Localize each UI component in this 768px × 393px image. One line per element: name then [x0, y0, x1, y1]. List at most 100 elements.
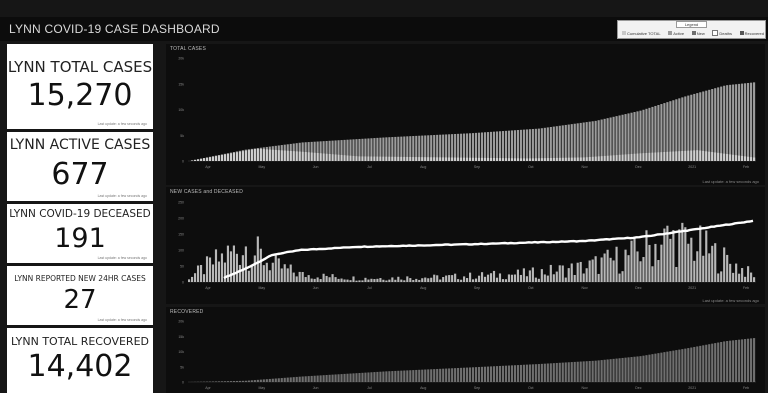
y-tick-label: 100	[178, 249, 184, 253]
bar	[331, 154, 334, 161]
bar	[421, 369, 424, 382]
bar	[217, 261, 221, 282]
bar	[271, 262, 274, 282]
legend-item-new[interactable]: New	[691, 31, 705, 36]
bar	[672, 151, 675, 161]
panel-footnote: Last update: a few seconds ago	[702, 298, 759, 303]
bar	[486, 132, 490, 161]
bar	[331, 374, 334, 382]
bar	[400, 279, 403, 282]
bar	[391, 371, 394, 382]
bar	[328, 374, 331, 382]
bar	[445, 368, 448, 382]
bar	[729, 340, 732, 382]
bar	[415, 369, 418, 382]
bar	[621, 114, 624, 161]
bar	[708, 89, 711, 161]
bar	[573, 123, 576, 161]
bar	[196, 265, 200, 282]
bar	[415, 157, 418, 161]
bar	[403, 136, 406, 161]
bar	[304, 376, 307, 382]
bar	[726, 85, 729, 161]
bar	[445, 275, 448, 282]
bar	[729, 263, 732, 282]
bar	[513, 158, 516, 161]
bar	[567, 157, 570, 161]
recovered-chart[interactable]: 0 5k 10k 15k 20k Apr May Jun Jul Aug Sep Oct Nov Dec 2…	[166, 307, 765, 393]
legend-item-cumulative[interactable]: Cumulative TOTAL	[622, 31, 661, 36]
bar	[385, 156, 388, 161]
bar	[193, 273, 197, 282]
bar	[543, 363, 546, 382]
legend-item-deaths[interactable]: Deaths	[712, 30, 732, 36]
bar	[223, 262, 227, 282]
bar	[307, 152, 310, 161]
bar	[657, 353, 660, 382]
bar	[280, 378, 283, 382]
bar	[451, 368, 454, 382]
bar	[439, 279, 442, 282]
bar	[421, 157, 424, 161]
bar	[666, 151, 669, 161]
bar	[358, 156, 361, 161]
bar	[385, 371, 388, 382]
bar	[343, 279, 346, 282]
bar	[621, 154, 624, 161]
bar	[492, 131, 496, 161]
bar	[301, 272, 304, 282]
bar	[486, 157, 490, 161]
bar	[433, 135, 436, 161]
legend-item-recovered[interactable]: Recovered	[739, 31, 764, 36]
bar	[609, 155, 612, 161]
legend-item-active[interactable]: Active	[668, 31, 684, 36]
bar	[576, 361, 579, 382]
bar	[546, 275, 549, 282]
bar	[621, 271, 624, 282]
new-cases-deceased-chart[interactable]: 0 50 100 150 200 250 Apr May Jun Jul Aug Sep Oct Nov D…	[166, 187, 765, 304]
bar	[400, 156, 403, 161]
bar	[370, 372, 373, 382]
bar	[483, 157, 487, 161]
bar	[753, 82, 756, 161]
bar	[516, 365, 519, 382]
bar	[534, 364, 537, 382]
x-tick-label: 2021	[688, 386, 696, 390]
bar	[289, 150, 292, 161]
bar	[564, 157, 567, 161]
x-tick-label: Jul	[367, 386, 372, 390]
bar	[582, 157, 585, 161]
bar	[663, 103, 666, 161]
bar	[199, 158, 203, 161]
bar	[717, 87, 720, 161]
total-cases-chart[interactable]: 0 5k 10k 15k 20k Apr May Jun Jul Aug Sep Oct Nov Dec 2…	[166, 44, 765, 185]
bar	[525, 276, 528, 282]
bar	[286, 377, 289, 382]
bar	[229, 251, 232, 282]
bar	[364, 138, 367, 161]
bar	[418, 135, 421, 161]
bar	[232, 152, 235, 161]
bar	[627, 113, 630, 161]
bar	[738, 273, 741, 282]
bar	[325, 140, 328, 161]
bar	[684, 227, 687, 282]
bar	[558, 362, 561, 382]
bar	[558, 157, 561, 161]
bar	[337, 140, 340, 161]
bar	[540, 363, 543, 382]
series-cumulative-total	[190, 82, 756, 161]
y-tick-label: 10k	[178, 108, 184, 112]
bar	[235, 380, 238, 382]
bar	[241, 380, 244, 382]
kpi-footnote: Last update: a few seconds ago	[97, 256, 147, 260]
bar	[723, 153, 726, 161]
bar	[451, 275, 454, 282]
bar	[388, 279, 391, 282]
x-tick-label: May	[258, 165, 265, 169]
bar	[741, 83, 744, 161]
bar	[235, 152, 238, 161]
x-tick-label: Apr	[205, 165, 211, 169]
bar	[280, 268, 283, 282]
bar	[624, 357, 627, 382]
